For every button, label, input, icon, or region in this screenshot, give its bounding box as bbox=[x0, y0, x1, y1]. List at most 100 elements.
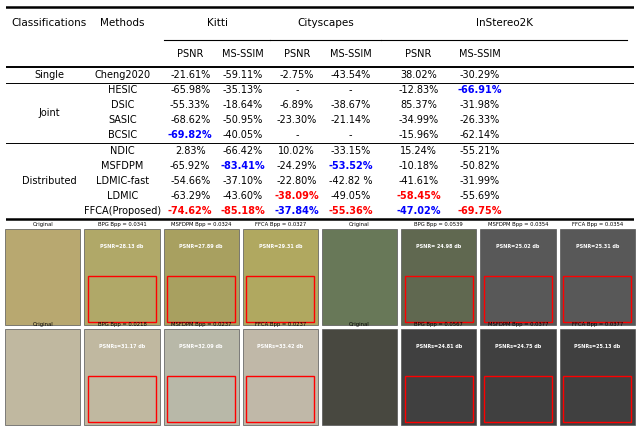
Text: -24.29%: -24.29% bbox=[276, 161, 317, 171]
Text: -49.05%: -49.05% bbox=[331, 191, 371, 201]
Bar bbox=[563, 376, 631, 422]
Bar bbox=[401, 329, 477, 425]
Text: -55.21%: -55.21% bbox=[460, 145, 500, 156]
Text: -55.33%: -55.33% bbox=[170, 100, 211, 110]
Text: -31.98%: -31.98% bbox=[460, 100, 500, 110]
Text: -62.14%: -62.14% bbox=[460, 130, 500, 140]
Text: -59.11%: -59.11% bbox=[223, 70, 263, 80]
Bar bbox=[167, 376, 235, 422]
Text: -58.45%: -58.45% bbox=[396, 191, 441, 201]
Text: -15.96%: -15.96% bbox=[398, 130, 438, 140]
Text: -23.30%: -23.30% bbox=[276, 115, 317, 125]
Bar bbox=[563, 276, 631, 322]
Text: BPG Bpp = 0.0539: BPG Bpp = 0.0539 bbox=[415, 222, 463, 227]
Bar bbox=[405, 376, 473, 422]
Text: BPG Bpp = 0.0218: BPG Bpp = 0.0218 bbox=[97, 322, 147, 327]
Text: PSNRs=25.13 db: PSNRs=25.13 db bbox=[574, 344, 620, 349]
Text: FFCA Bpp = 0.0237: FFCA Bpp = 0.0237 bbox=[255, 322, 306, 327]
Text: MSFDPM Bpp = 0.0377: MSFDPM Bpp = 0.0377 bbox=[488, 322, 548, 327]
Text: PSNR=32.09 db: PSNR=32.09 db bbox=[179, 344, 223, 349]
Bar bbox=[322, 329, 397, 425]
Text: PSNRs=24.75 db: PSNRs=24.75 db bbox=[495, 344, 541, 349]
Text: -: - bbox=[295, 85, 298, 95]
Text: MS-SSIM: MS-SSIM bbox=[222, 48, 264, 59]
Text: BCSIC: BCSIC bbox=[108, 130, 137, 140]
Text: -34.99%: -34.99% bbox=[399, 115, 438, 125]
Text: PSNRs=31.17 db: PSNRs=31.17 db bbox=[99, 344, 145, 349]
Text: -37.10%: -37.10% bbox=[223, 176, 263, 186]
Text: PSNR: PSNR bbox=[177, 48, 204, 59]
Text: FFCA Bpp = 0.0327: FFCA Bpp = 0.0327 bbox=[255, 222, 306, 227]
Text: 10.02%: 10.02% bbox=[278, 145, 315, 156]
Text: -69.75%: -69.75% bbox=[458, 206, 502, 216]
Text: Original: Original bbox=[33, 322, 53, 327]
Text: Classifications: Classifications bbox=[12, 18, 86, 28]
Bar bbox=[322, 230, 397, 325]
Text: PSNR: PSNR bbox=[405, 48, 431, 59]
Text: -41.61%: -41.61% bbox=[399, 176, 438, 186]
Text: -68.62%: -68.62% bbox=[170, 115, 211, 125]
Text: -37.84%: -37.84% bbox=[275, 206, 319, 216]
Text: 38.02%: 38.02% bbox=[400, 70, 437, 80]
Text: -65.92%: -65.92% bbox=[170, 161, 211, 171]
Text: -50.95%: -50.95% bbox=[223, 115, 263, 125]
Text: -85.18%: -85.18% bbox=[220, 206, 265, 216]
Text: -10.18%: -10.18% bbox=[399, 161, 438, 171]
Text: Cheng2020: Cheng2020 bbox=[94, 70, 150, 80]
Text: Original: Original bbox=[349, 222, 370, 227]
Text: -38.67%: -38.67% bbox=[331, 100, 371, 110]
Text: 15.24%: 15.24% bbox=[400, 145, 437, 156]
Text: -: - bbox=[349, 130, 353, 140]
Text: -54.66%: -54.66% bbox=[170, 176, 211, 186]
Text: -69.82%: -69.82% bbox=[168, 130, 212, 140]
Text: -40.05%: -40.05% bbox=[223, 130, 263, 140]
Text: PSNR=25.31 db: PSNR=25.31 db bbox=[575, 244, 619, 249]
Text: -: - bbox=[349, 85, 353, 95]
Text: -6.89%: -6.89% bbox=[280, 100, 314, 110]
Text: PSNRs=33.42 db: PSNRs=33.42 db bbox=[257, 344, 303, 349]
Text: SASIC: SASIC bbox=[108, 115, 137, 125]
Bar bbox=[480, 230, 556, 325]
Text: Single: Single bbox=[34, 70, 64, 80]
Text: -66.42%: -66.42% bbox=[223, 145, 263, 156]
Text: LDMIC-fast: LDMIC-fast bbox=[96, 176, 149, 186]
Text: PSNR=25.02 db: PSNR=25.02 db bbox=[496, 244, 540, 249]
Bar bbox=[5, 329, 81, 425]
Bar bbox=[480, 329, 556, 425]
Text: MSFDPM: MSFDPM bbox=[101, 161, 143, 171]
Bar bbox=[5, 230, 81, 325]
Text: Original: Original bbox=[33, 222, 53, 227]
Text: -42.82 %: -42.82 % bbox=[329, 176, 372, 186]
Bar bbox=[243, 329, 318, 425]
Bar bbox=[84, 230, 160, 325]
Text: -47.02%: -47.02% bbox=[396, 206, 441, 216]
Text: -65.98%: -65.98% bbox=[170, 85, 211, 95]
Text: FFCA Bpp = 0.0377: FFCA Bpp = 0.0377 bbox=[572, 322, 623, 327]
Text: -43.60%: -43.60% bbox=[223, 191, 263, 201]
Bar bbox=[246, 376, 314, 422]
Text: InStereo2K: InStereo2K bbox=[476, 18, 533, 28]
Text: -63.29%: -63.29% bbox=[170, 191, 211, 201]
Text: HESIC: HESIC bbox=[108, 85, 137, 95]
Bar bbox=[163, 230, 239, 325]
Text: FFCA Bpp = 0.0354: FFCA Bpp = 0.0354 bbox=[572, 222, 623, 227]
Text: -74.62%: -74.62% bbox=[168, 206, 212, 216]
Bar bbox=[484, 376, 552, 422]
Text: 85.37%: 85.37% bbox=[400, 100, 437, 110]
Text: PSNR: PSNR bbox=[284, 48, 310, 59]
Text: Cityscapes: Cityscapes bbox=[297, 18, 354, 28]
Text: 2.83%: 2.83% bbox=[175, 145, 205, 156]
Bar bbox=[84, 329, 160, 425]
Text: -: - bbox=[295, 130, 298, 140]
Text: BPG Bpp = 0.0341: BPG Bpp = 0.0341 bbox=[98, 222, 147, 227]
Text: -26.33%: -26.33% bbox=[460, 115, 500, 125]
Text: DSIC: DSIC bbox=[111, 100, 134, 110]
Text: -18.64%: -18.64% bbox=[223, 100, 263, 110]
Bar bbox=[405, 276, 473, 322]
Text: -30.29%: -30.29% bbox=[460, 70, 500, 80]
Bar bbox=[167, 276, 235, 322]
Text: MSFDPM Bpp = 0.0354: MSFDPM Bpp = 0.0354 bbox=[488, 222, 548, 227]
Text: MSFDPM Bpp = 0.0324: MSFDPM Bpp = 0.0324 bbox=[171, 222, 232, 227]
Text: -21.61%: -21.61% bbox=[170, 70, 211, 80]
Bar bbox=[243, 230, 318, 325]
